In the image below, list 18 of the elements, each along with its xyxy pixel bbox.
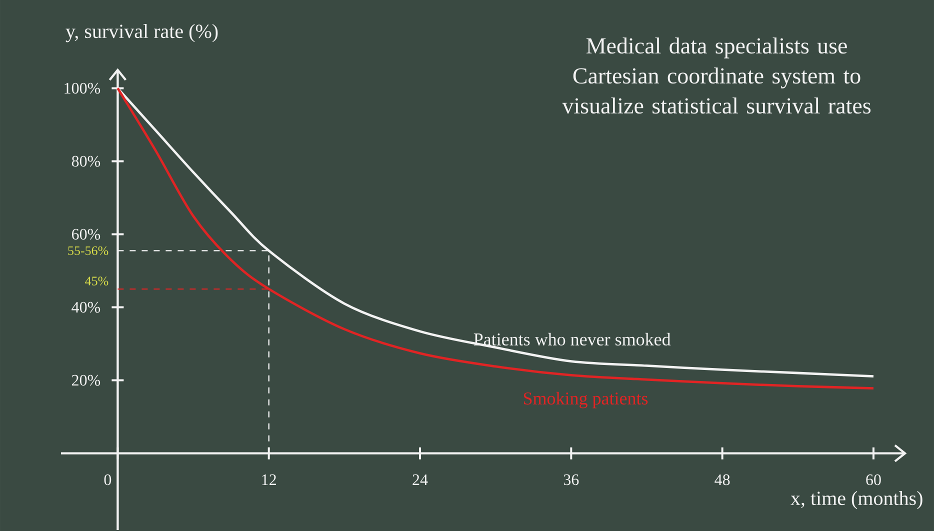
y-tick-label: 100% (64, 82, 100, 94)
y-tick-label: 60% (72, 228, 100, 240)
chart-title: Medical data specialists use Cartesian coordinate system to visualize statistical survival rates (562, 37, 871, 114)
series-label: Patients who never smoked (474, 332, 671, 346)
x-tick-label: 36 (564, 474, 579, 486)
ref-line-label: 45% (85, 276, 108, 286)
x-tick-label: 48 (714, 474, 730, 486)
x-tick-label: 24 (412, 474, 428, 485)
x-tick-label: 60 (866, 474, 881, 486)
y-tick-label: 20% (72, 374, 100, 386)
x-axis-title: x, time (months) (790, 491, 922, 510)
ref-line-label: 55-56% (68, 246, 108, 256)
x-tick-label: 12 (262, 474, 276, 485)
y-axis-title: y, survival rate (%) (66, 24, 218, 42)
series-label: Smoking patients (524, 392, 648, 408)
x-tick-label: 0 (104, 474, 112, 486)
y-tick-label: 40% (72, 302, 100, 313)
y-tick-label: 80% (72, 156, 100, 167)
